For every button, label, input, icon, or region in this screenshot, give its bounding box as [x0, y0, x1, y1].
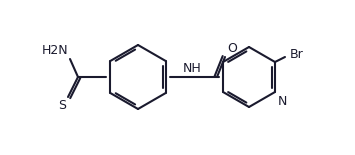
Text: NH: NH [182, 62, 201, 75]
Text: S: S [58, 99, 66, 112]
Text: H2N: H2N [42, 44, 68, 57]
Text: Br: Br [290, 47, 304, 60]
Text: O: O [227, 42, 237, 55]
Text: N: N [278, 95, 287, 108]
